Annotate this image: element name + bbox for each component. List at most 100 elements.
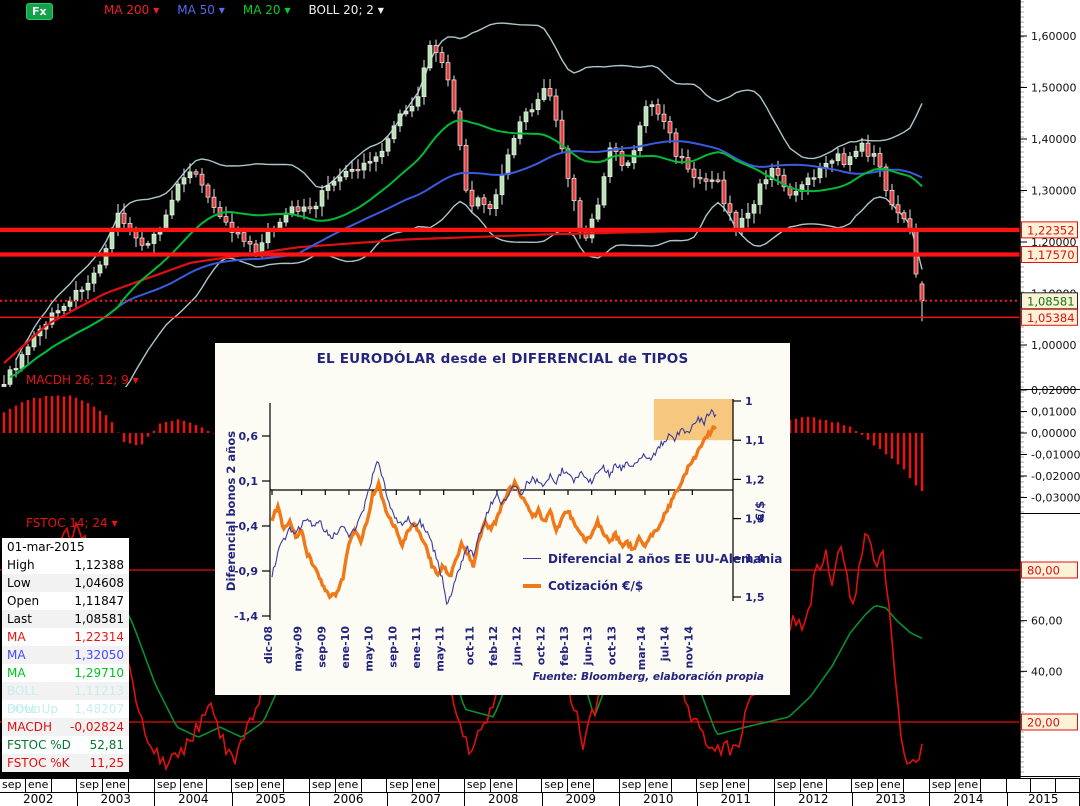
axis-tick-label: -0,01000 xyxy=(1031,449,1080,462)
indicator-dropdown-ma-200[interactable]: MA 200 ▼ xyxy=(104,3,160,17)
databox-row-high: High 1,12388 xyxy=(2,556,129,574)
inner-x-tick: jun-12 xyxy=(511,626,524,666)
inner-x-tick: mar-14 xyxy=(635,626,648,671)
inner-x-tick: jul-14 xyxy=(659,626,672,663)
inner-right-tick: 1,3 xyxy=(745,513,765,526)
databox-row-ma: MA 1,29710 xyxy=(2,664,129,682)
indicator-dropdown-ma-20[interactable]: MA 20 ▼ xyxy=(242,3,291,17)
timeline-month-cell: ene xyxy=(336,779,362,792)
price-panel xyxy=(0,22,1020,387)
axis-tick-label: 1,20000 xyxy=(1031,236,1077,249)
main-chart-svg: 1,600001,500001,400001,300001,200001,100… xyxy=(0,0,1080,778)
timeline-year-cell: 2009 xyxy=(543,793,620,806)
indicator-toolbar: Fx MA 200 ▼ MA 50 ▼ MA 20 ▼ BOLL 20; 2 ▼ xyxy=(0,0,1080,22)
timeline-month-cell: sep xyxy=(852,779,879,792)
timeline-month-cell: sep xyxy=(155,779,181,792)
inner-x-tick: feb-13 xyxy=(558,626,571,666)
stoch-label-text: FSTOC 14; 24 xyxy=(26,516,108,530)
timeline-year-cell: 2008 xyxy=(465,793,543,806)
timeline-month-cell xyxy=(517,779,543,792)
chevron-down-icon[interactable]: ▼ xyxy=(377,6,384,15)
timeline-month-cell xyxy=(1007,779,1032,792)
embedded-chart-legend: Diferencial 2 años EE UU-Alemania Cotiza… xyxy=(523,545,782,599)
price-level-badge: 1,17570 xyxy=(1027,248,1075,262)
axis-tick-label: -0,03000 xyxy=(1031,492,1080,505)
timeline-month-cell: ene xyxy=(258,779,285,792)
legend-item-eurusd: Cotización €/$ xyxy=(523,572,782,599)
inner-x-tick: sep-10 xyxy=(386,626,399,668)
inner-x-tick: dic-08 xyxy=(262,626,275,664)
timeline-month-cell: sep xyxy=(930,779,956,792)
timeline-year-cell: 2003 xyxy=(78,793,155,806)
inner-left-tick: -0,9 xyxy=(234,565,258,578)
inner-left-tick: 0,1 xyxy=(239,475,259,488)
inner-x-tick: oct-11 xyxy=(463,626,476,665)
inner-right-axis-title: €/$ xyxy=(753,501,767,522)
axis-tick-label: 60,00 xyxy=(1031,615,1063,628)
axis-tick-label: 1,50000 xyxy=(1031,82,1077,95)
price-level-badge: 1,22352 xyxy=(1027,223,1075,237)
source-note: Fuente: Bloomberg, elaboración propia xyxy=(532,671,764,683)
timeline-year-cell: 2012 xyxy=(775,793,853,806)
databox-row-ma: MA 1,22314 xyxy=(2,628,129,646)
databox-row-last: Last 1,08581 xyxy=(2,610,129,628)
chevron-down-icon[interactable]: ▼ xyxy=(153,6,160,15)
ohlc-data-box: 01-mar-2015 High 1,12388 Low 1,04608 Open 1,11… xyxy=(2,538,129,772)
timeline-month-cell xyxy=(129,779,155,792)
timeline-month-cell xyxy=(1056,779,1080,792)
inner-x-tick: jun-13 xyxy=(582,626,595,666)
timeline-month-cell: ene xyxy=(646,779,672,792)
stochastic-indicator-label[interactable]: FSTOC 14; 24 ▼ xyxy=(26,516,118,530)
timeline-month-cell: ene xyxy=(491,779,517,792)
axis-tick-label: 0,00000 xyxy=(1031,427,1077,440)
inner-x-tick: ene-10 xyxy=(339,626,352,669)
timeline-month-cell: sep xyxy=(697,779,724,792)
price-level-badge: 20,00 xyxy=(1027,715,1060,729)
timeline-month-cell xyxy=(749,779,775,792)
timeline-month-cell: sep xyxy=(620,779,646,792)
timeline-month-cell: sep xyxy=(0,779,26,792)
chevron-down-icon[interactable]: ▼ xyxy=(132,376,139,385)
inner-x-tick: ene-11 xyxy=(410,626,423,669)
inner-x-tick: sep-09 xyxy=(315,626,328,668)
timeline-year-cell: 2007 xyxy=(388,793,465,806)
timeline-month-cell: sep xyxy=(465,779,491,792)
chevron-down-icon[interactable]: ▼ xyxy=(218,6,225,15)
timeline-month-cell xyxy=(207,779,233,792)
fx-button[interactable]: Fx xyxy=(26,3,53,20)
timeline-month-cell xyxy=(52,779,78,792)
timeline-month-cell: sep xyxy=(310,779,336,792)
inner-left-axis-title: Diferencial bonos 2 años xyxy=(224,431,238,591)
inner-right-tick: 1 xyxy=(745,395,753,408)
inner-x-tick: nov-14 xyxy=(682,626,695,669)
indicator-dropdown-ma-50[interactable]: MA 50 ▼ xyxy=(177,3,225,17)
timeline-year-cell: 2002 xyxy=(0,793,78,806)
timeline-month-cell: ene xyxy=(878,779,904,792)
timeline-year-cell: 2014 xyxy=(930,793,1008,806)
ma20-line xyxy=(9,118,923,379)
inner-x-tick: may-09 xyxy=(292,626,305,672)
axis-tick-label: 40,00 xyxy=(1031,665,1063,678)
candles-layer xyxy=(1,39,925,387)
databox-row-low: Low 1,04608 xyxy=(2,574,129,592)
chevron-down-icon[interactable]: ▼ xyxy=(284,6,291,15)
price-level-badge: 1,05384 xyxy=(1027,311,1075,325)
axis-tick-label: 0,01000 xyxy=(1031,406,1077,419)
bollinger-lower-band xyxy=(124,196,923,387)
macd-indicator-label[interactable]: MACDH 26; 12; 9 ▼ xyxy=(26,373,139,387)
timeline-month-cell: ene xyxy=(568,779,595,792)
time-axis[interactable]: sep ene sep ene sep ene sep ene sep ene sep ene sep e… xyxy=(0,778,1080,806)
timeline-year-cell: 2013 xyxy=(853,793,930,806)
timeline-month-cell xyxy=(284,779,310,792)
timeline-month-cell xyxy=(672,779,698,792)
axis-tick-label: 1,40000 xyxy=(1031,133,1077,146)
timeline-month-cell xyxy=(827,779,853,792)
inner-x-tick: may-10 xyxy=(363,626,376,672)
indicator-dropdown-boll-20-2[interactable]: BOLL 20; 2 ▼ xyxy=(308,3,384,17)
timeline-year-cell: 2005 xyxy=(233,793,310,806)
timeline-month-cell xyxy=(981,779,1008,792)
inner-left-tick: 0,6 xyxy=(239,430,259,443)
databox-row-fstoc-d: FSTOC %D 52,81 xyxy=(2,736,129,754)
databox-row-boll-up: BOLL Up 1,48207 xyxy=(2,700,129,718)
chevron-down-icon[interactable]: ▼ xyxy=(111,519,118,528)
